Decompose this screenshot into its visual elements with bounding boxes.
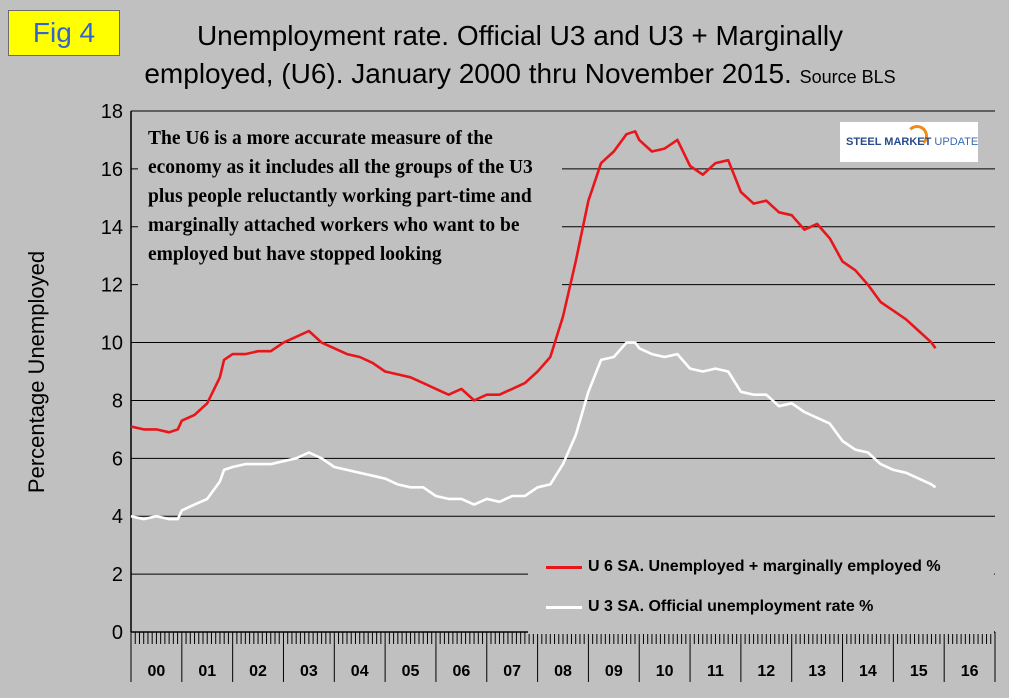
x-tick-label: 11 [707, 663, 724, 680]
x-tick-label: 13 [808, 663, 826, 680]
chart-title-line1: Unemployment rate. Official U3 and U3 + … [196, 20, 844, 51]
logo-text: STEEL MARKET UPDATE [846, 136, 978, 148]
legend-item-u3: U 3 SA. Official unemployment rate % [546, 598, 873, 618]
x-tick-label: 04 [351, 663, 369, 680]
legend-label-u3: U 3 SA. Official unemployment rate % [588, 598, 874, 615]
x-tick-label: 14 [859, 663, 877, 680]
logo-text-light: UPDATE [934, 136, 979, 148]
x-tick-label: 08 [554, 663, 572, 680]
y-tick-label: 6 [112, 448, 123, 470]
y-tick-label: 8 [112, 390, 123, 412]
legend-label-u6: U 6 SA. Unemployed + marginally employed… [588, 558, 941, 575]
x-tick-label: 07 [503, 663, 521, 680]
x-tick-label: 03 [300, 663, 318, 680]
y-tick-label: 0 [112, 622, 123, 644]
y-tick-label: 18 [101, 101, 123, 123]
chart-title-line2: employed, (U6). January 2000 thru Novemb… [120, 58, 920, 90]
x-tick-label: 16 [961, 663, 979, 680]
x-tick-label: 10 [656, 663, 674, 680]
chart-title-line2-text: employed, (U6). January 2000 thru Novemb… [144, 58, 792, 89]
steel-market-update-logo: STEEL MARKET UPDATE [840, 122, 978, 162]
chart-title-source: Source BLS [799, 67, 896, 87]
x-tick-label: 00 [148, 663, 166, 680]
x-tick-label: 05 [402, 663, 420, 680]
x-tick-label: 06 [452, 663, 470, 680]
series-lines [130, 130, 937, 521]
u6-series-line [130, 130, 937, 434]
y-axis-label: Percentage Unemployed [24, 251, 49, 493]
x-tick-label: 09 [605, 663, 623, 680]
y-tick-label: 2 [112, 564, 123, 586]
annotation-textbox: The U6 is a more accurate measure of the… [138, 118, 562, 306]
u3-series-line [130, 341, 937, 521]
legend-item-u6: U 6 SA. Unemployed + marginally employed… [546, 558, 941, 578]
figure-badge: Fig 4 [8, 10, 120, 56]
y-tick-label: 14 [101, 217, 123, 239]
logo-text-bold: STEEL MARKET [846, 136, 932, 148]
y-tick-label: 12 [101, 275, 123, 297]
y-tick-label: 16 [101, 159, 123, 181]
legend-swatch-u3 [546, 605, 582, 609]
x-tick-label: 15 [910, 663, 928, 680]
y-tick-label: 4 [112, 506, 123, 528]
x-tick-label: 02 [249, 663, 267, 680]
x-tick-label: 12 [757, 663, 775, 680]
legend: U 6 SA. Unemployed + marginally employed… [528, 546, 994, 634]
x-axis-ticks: 00 01 02 03 04 05 06 07 08 09 10 11 12 13 14 15 16 [130, 632, 996, 682]
legend-swatch-u6 [546, 565, 582, 569]
logo-ring-icon [906, 125, 928, 147]
x-tick-label: 01 [198, 663, 216, 680]
y-tick-label: 10 [101, 333, 123, 355]
y-axis-ticks: 0 2 4 6 8 10 12 14 16 18 [101, 101, 123, 644]
